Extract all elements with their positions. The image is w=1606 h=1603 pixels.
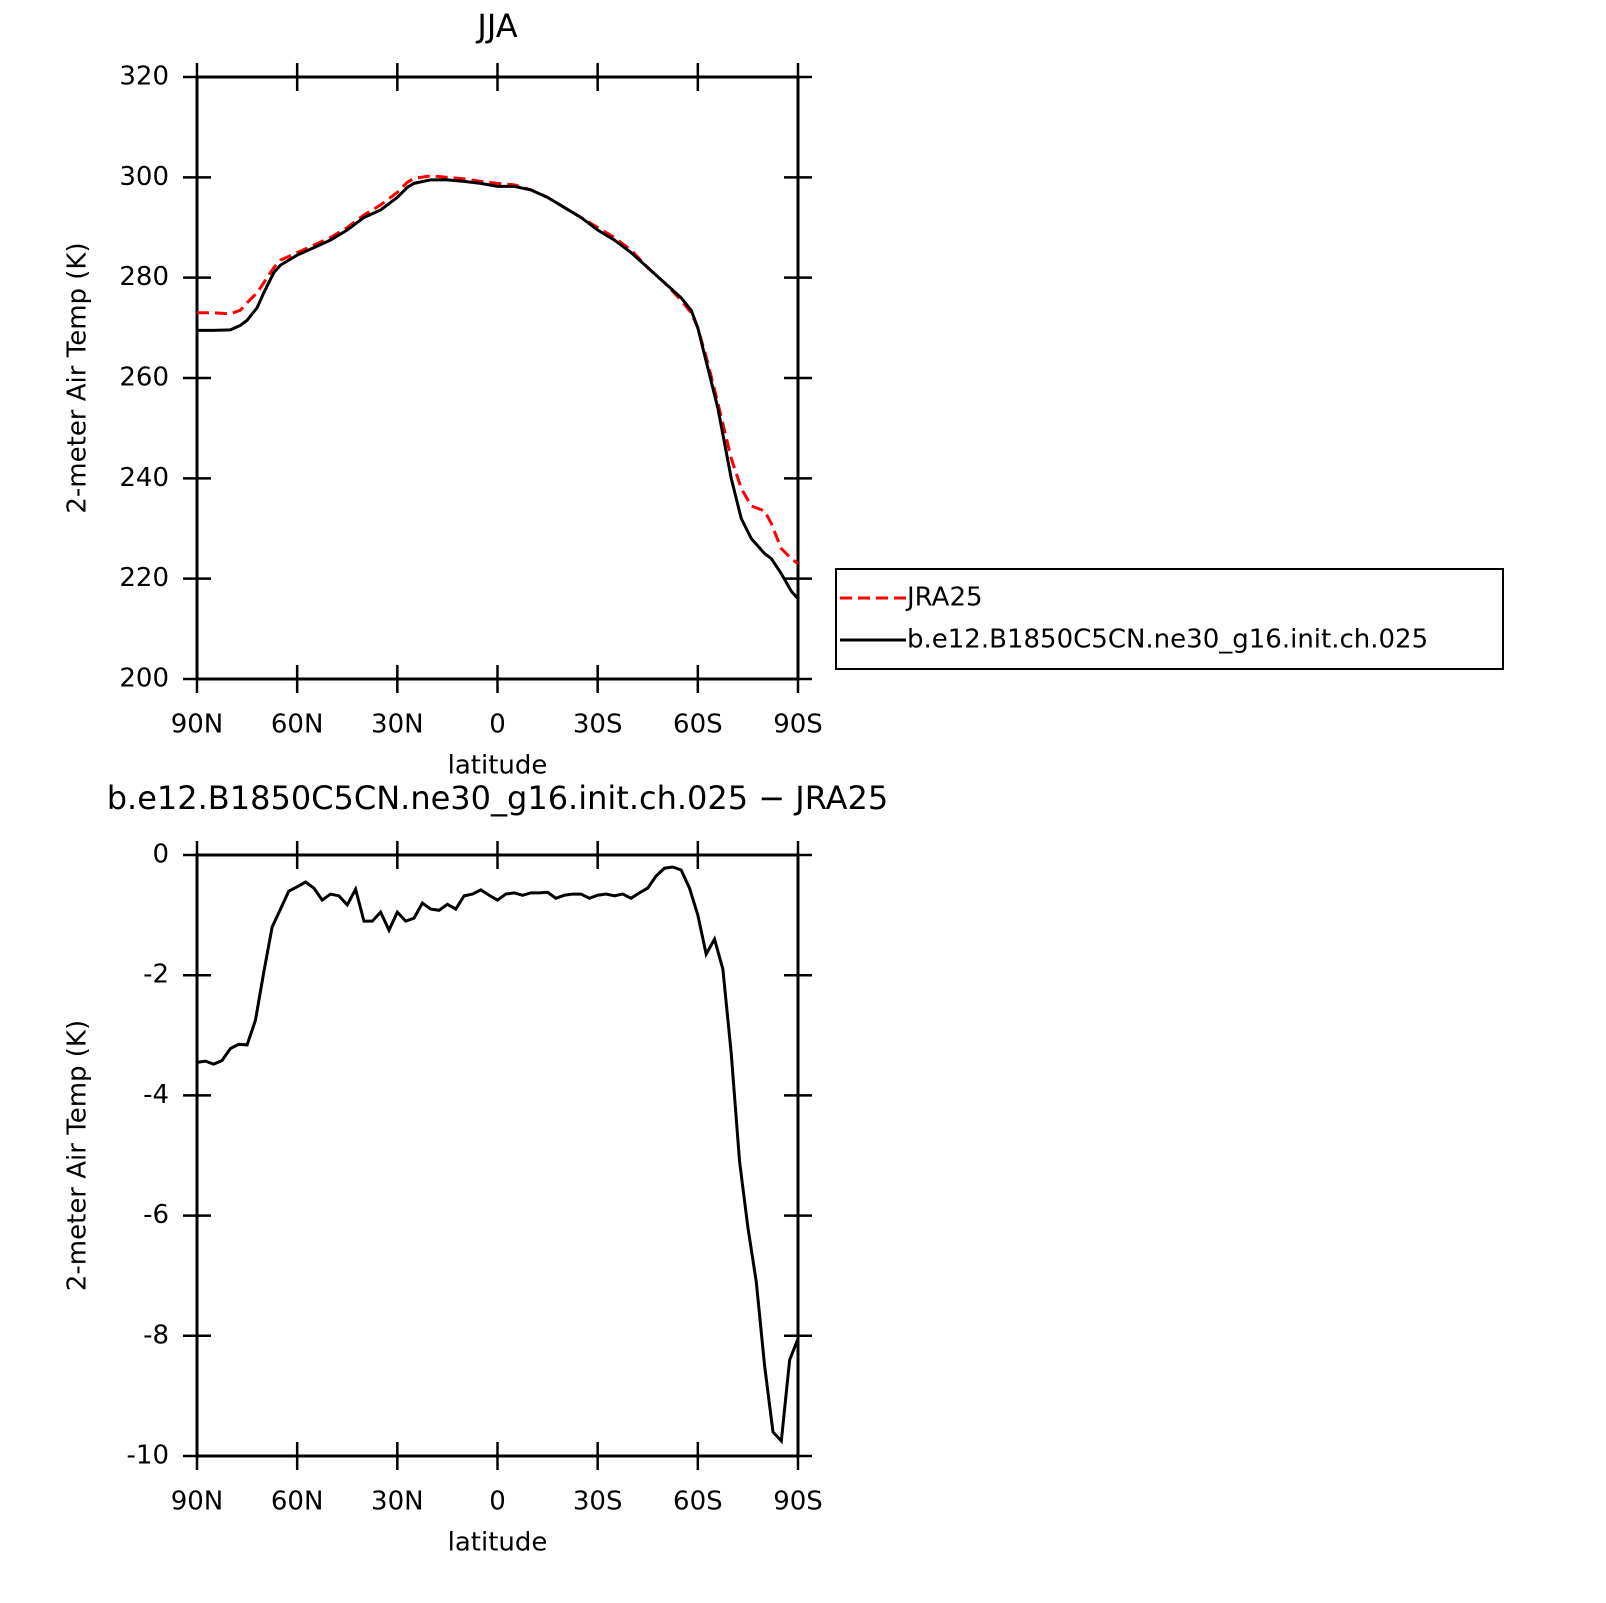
- legend-label: JRA25: [905, 583, 983, 613]
- y-axis-label: 2-meter Air Temp (K): [63, 242, 93, 513]
- x-tick-label: 90N: [171, 1487, 224, 1517]
- y-axis-label: 2-meter Air Temp (K): [63, 1020, 93, 1291]
- y-tick-label: 0: [152, 840, 169, 870]
- plot-frame: [195, 75, 800, 681]
- chart-title: JJA: [475, 7, 517, 45]
- y-tick-label: 320: [119, 62, 169, 92]
- x-tick-label: 90S: [773, 1487, 823, 1517]
- x-tick-label: 60N: [271, 1487, 324, 1517]
- y-tick-label: -6: [143, 1200, 169, 1230]
- y-tick-label: -4: [143, 1080, 169, 1110]
- y-tick-label: 260: [119, 363, 169, 393]
- y-tick-label: -10: [127, 1441, 169, 1471]
- y-tick-label: 300: [119, 162, 169, 192]
- x-axis-label: latitude: [448, 1528, 548, 1558]
- x-tick-label: 30S: [573, 710, 623, 740]
- x-tick-label: 30N: [371, 1487, 424, 1517]
- x-tick-label: 90N: [171, 710, 224, 740]
- y-tick-label: -2: [143, 960, 169, 990]
- y-tick-label: 200: [119, 664, 169, 694]
- y-tick-label: -8: [143, 1320, 169, 1350]
- data-line: [197, 174, 799, 565]
- x-tick-label: 30N: [371, 710, 424, 740]
- legend-box: [835, 568, 1504, 670]
- chart-title: b.e12.B1850C5CN.ne30_g16.init.ch.025 − J…: [107, 779, 889, 817]
- data-line: [196, 865, 800, 1445]
- x-axis-label: latitude: [448, 751, 548, 781]
- x-tick-label: 60N: [271, 710, 324, 740]
- x-tick-label: 60S: [673, 710, 723, 740]
- x-tick-label: 0: [489, 710, 506, 740]
- x-tick-label: 90S: [773, 710, 823, 740]
- plot-frame: [195, 853, 800, 1458]
- y-tick-label: 240: [119, 463, 169, 493]
- x-tick-label: 60S: [673, 1487, 723, 1517]
- x-tick-label: 0: [489, 1487, 506, 1517]
- data-line: [197, 178, 800, 600]
- y-tick-label: 220: [119, 563, 169, 593]
- legend-label: b.e12.B1850C5CN.ne30_g16.init.ch.025: [907, 625, 1428, 655]
- x-tick-label: 30S: [573, 1487, 623, 1517]
- y-tick-label: 280: [119, 262, 169, 292]
